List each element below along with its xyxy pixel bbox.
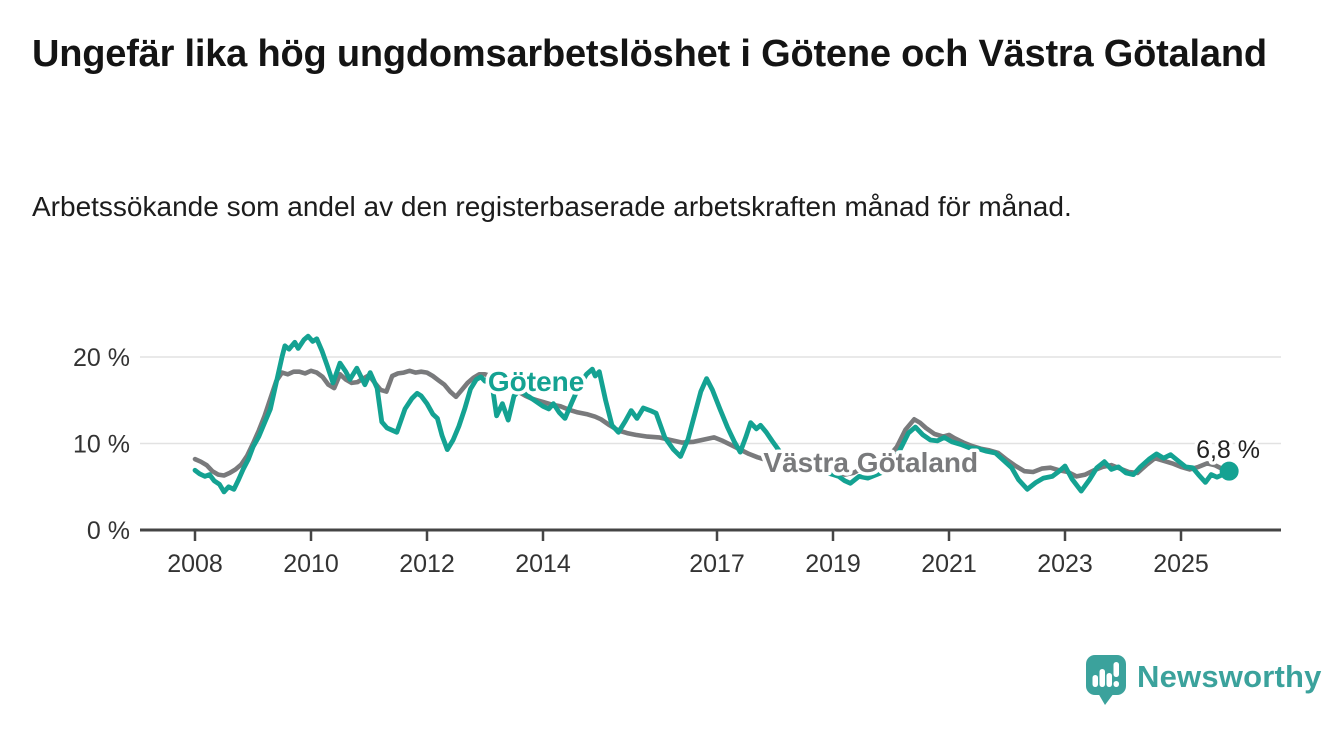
y-axis-tick-label: 10 % — [73, 431, 130, 459]
brand-name: Newsworthy — [1137, 659, 1322, 694]
x-axis-tick-label: 2010 — [283, 550, 339, 578]
x-axis-tick-label: 2023 — [1037, 550, 1093, 578]
x-axis-tick-label: 2025 — [1153, 550, 1209, 578]
x-axis-tick-label: 2019 — [805, 550, 861, 578]
x-axis-tick-label: 2008 — [167, 550, 223, 578]
brand-footer: Newsworthy — [1086, 655, 1322, 706]
x-axis-tick-label: 2021 — [921, 550, 977, 578]
page-title: Ungefär lika hög ungdomsarbetslöshet i G… — [32, 33, 1267, 75]
series-label-g-tene: Götene — [488, 366, 584, 397]
series-label-v-stra-g-taland: Västra Götaland — [763, 447, 978, 478]
series-end-dot — [1219, 461, 1239, 481]
y-axis-tick-label: 20 % — [73, 344, 130, 372]
chart-subtitle: Arbetssökande som andel av den registerb… — [32, 191, 1072, 222]
x-axis-tick-label: 2014 — [515, 550, 571, 578]
end-value-label: 6,8 % — [1196, 436, 1260, 464]
x-axis-tick-label: 2017 — [689, 550, 745, 578]
y-axis-tick-label: 0 % — [87, 517, 130, 545]
x-axis-tick-label: 2012 — [399, 550, 455, 578]
newsworthy-logo-icon — [1086, 655, 1126, 705]
series-line-g-tene — [192, 333, 1232, 495]
